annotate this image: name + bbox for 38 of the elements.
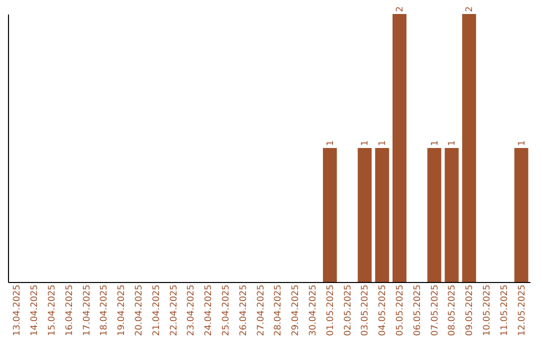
x-tick-label: 10.05.2025	[482, 284, 492, 336]
x-tick-label: 04.05.2025	[378, 284, 388, 336]
data-label: 1	[360, 140, 371, 146]
x-tick-label: 30.04.2025	[308, 284, 318, 336]
x-tick-label: 26.04.2025	[238, 284, 249, 336]
x-tick-label: 03.05.2025	[360, 284, 371, 336]
data-label: 2	[396, 6, 406, 12]
x-tick-label: 17.04.2025	[82, 284, 92, 336]
x-tick-label: 23.04.2025	[186, 284, 197, 336]
x-tick-label: 27.04.2025	[256, 284, 266, 336]
x-tick-label: 01.05.2025	[326, 284, 336, 336]
x-tick-label: 11.05.2025	[500, 284, 510, 336]
x-tick-label: 06.05.2025	[412, 284, 423, 336]
x-tick-label: 05.05.2025	[396, 284, 406, 336]
x-tick-label: 12.05.2025	[517, 284, 528, 336]
data-label: 1	[448, 140, 458, 146]
x-tick-label: 29.04.2025	[291, 284, 302, 336]
x-tick-label: 22.04.2025	[169, 284, 180, 336]
x-tick-label: 24.04.2025	[204, 284, 214, 336]
data-label: 1	[378, 140, 388, 146]
data-label: 1	[517, 140, 528, 146]
x-tick-label: 28.04.2025	[274, 284, 284, 336]
x-tick-label: 19.04.2025	[117, 284, 128, 336]
x-tick-label: 02.05.2025	[343, 284, 354, 336]
x-tick-label: 09.05.2025	[465, 284, 476, 336]
x-tick-label: 21.04.2025	[152, 284, 162, 336]
x-tick-label: 08.05.2025	[448, 284, 458, 336]
x-tick-label: 20.04.2025	[134, 284, 144, 336]
x-tick-label: 16.04.2025	[64, 284, 75, 336]
x-tick-label: 13.04.2025	[12, 284, 23, 336]
x-tick-label: 07.05.2025	[430, 284, 440, 336]
x-tick-label: 18.04.2025	[100, 284, 110, 336]
data-label: 2	[465, 6, 476, 12]
data-label: 1	[430, 140, 440, 146]
x-tick-label: 14.04.2025	[30, 284, 40, 336]
data-label: 1	[326, 140, 336, 146]
x-tick-label: 15.04.2025	[48, 284, 58, 336]
x-tick-label: 25.04.2025	[222, 284, 232, 336]
